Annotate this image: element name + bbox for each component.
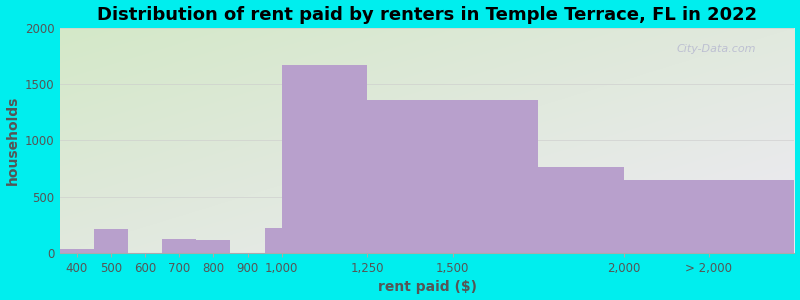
Bar [453,167,623,253]
Title: Distribution of rent paid by renters in Temple Terrace, FL in 2022: Distribution of rent paid by renters in … [97,6,757,24]
Bar [162,239,196,253]
Bar [196,241,230,253]
X-axis label: rent paid ($): rent paid ($) [378,280,477,294]
Bar [282,65,367,253]
Bar [265,228,350,253]
Y-axis label: households: households [6,96,19,185]
Bar [59,249,94,253]
Text: City-Data.com: City-Data.com [677,44,756,54]
Bar [94,229,128,253]
Bar [367,100,538,253]
Bar [623,180,794,253]
